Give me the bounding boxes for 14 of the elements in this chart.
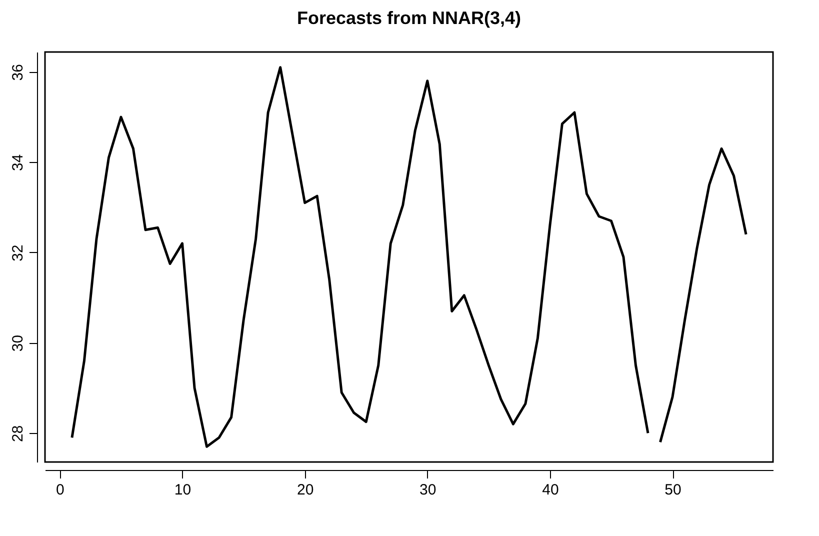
y-tick-label: 28 [10, 425, 26, 442]
y-tick-label: 32 [10, 244, 26, 262]
chart-title: Forecasts from NNAR(3,4) [296, 8, 522, 28]
y-tick-label: 30 [10, 334, 26, 352]
x-tick-label: 20 [296, 482, 314, 498]
line-series [658, 147, 748, 444]
x-tick-label: 0 [56, 482, 64, 498]
y-tick-label: 34 [10, 154, 26, 172]
x-tick-label: 30 [420, 482, 436, 498]
x-tick-label: 50 [664, 482, 682, 498]
x-tick-label: 10 [174, 482, 192, 498]
x-tick-label: 40 [542, 482, 559, 498]
line-series [70, 66, 650, 448]
y-tick-label: 36 [10, 64, 26, 81]
